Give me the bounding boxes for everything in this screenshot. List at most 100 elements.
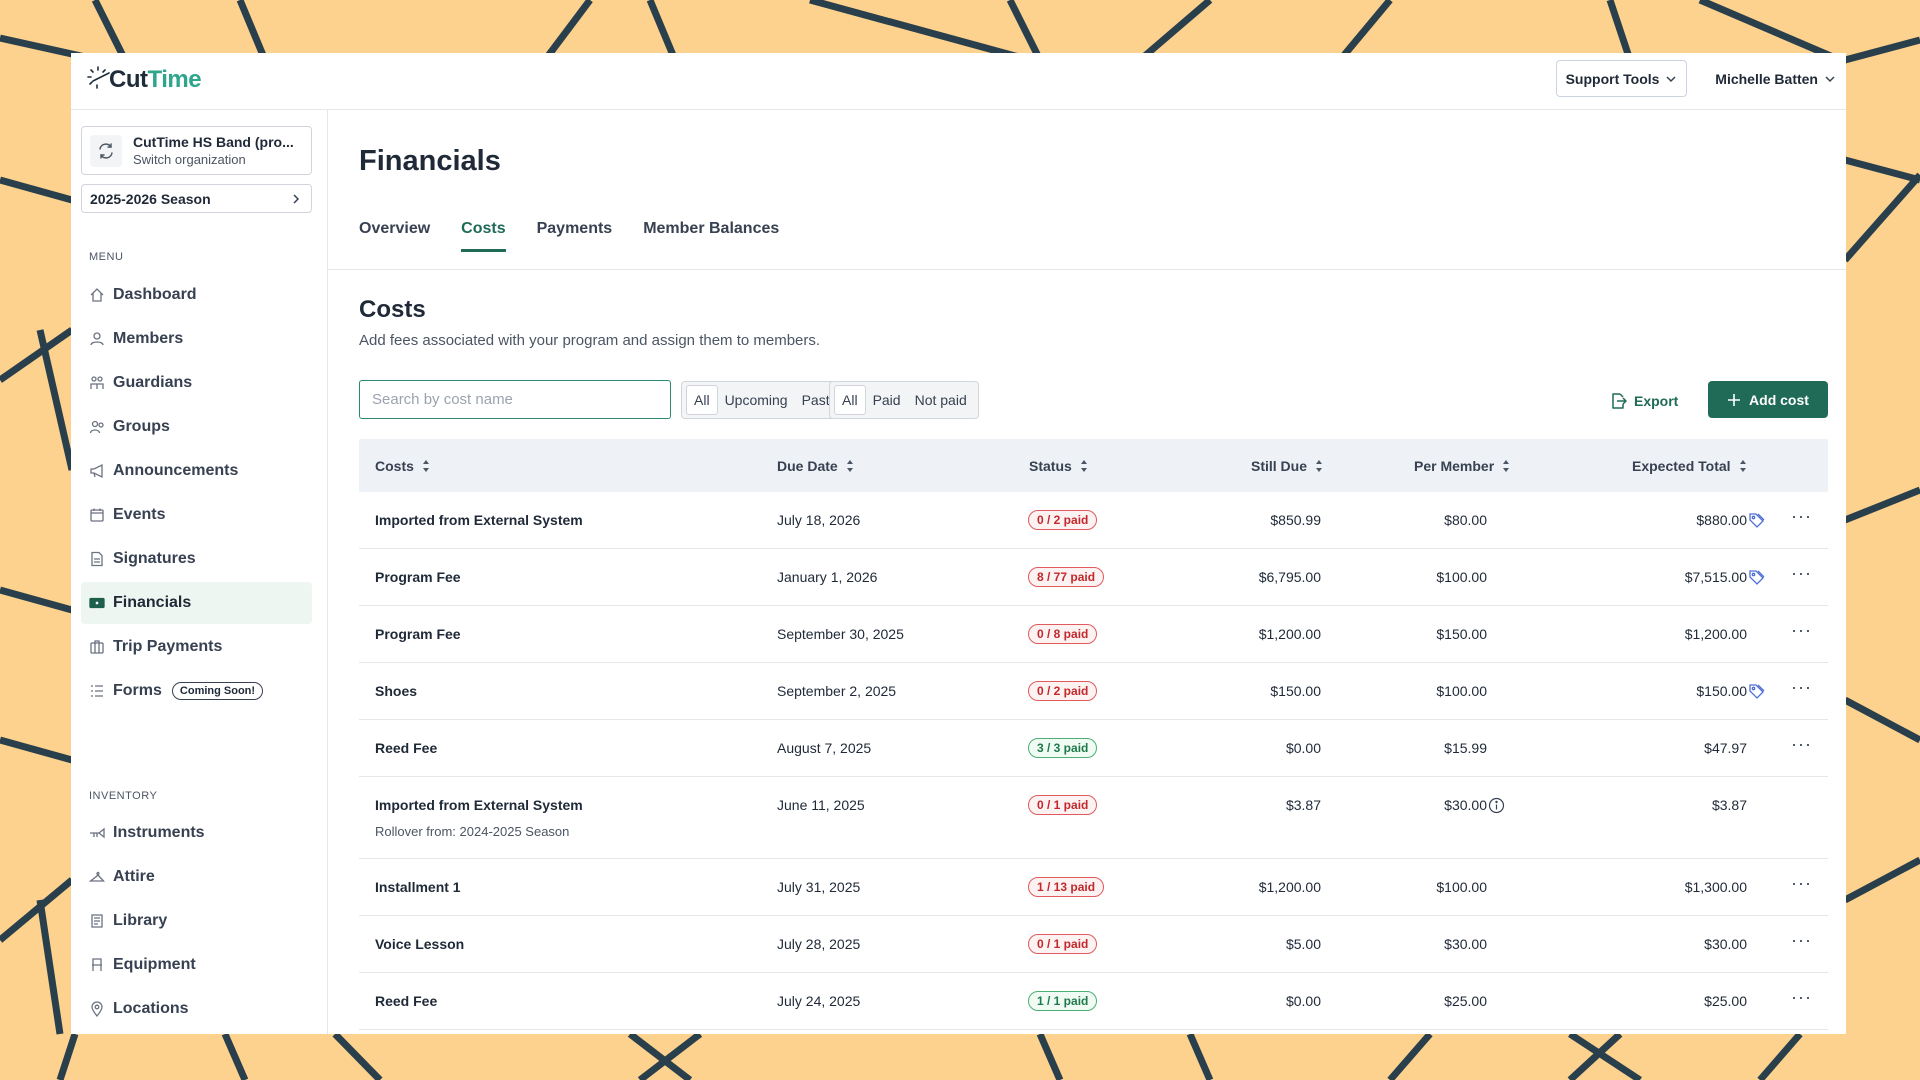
season-selector[interactable]: 2025-2026 Season <box>81 184 312 213</box>
sidebar-item-announcements[interactable]: Announcements <box>81 450 312 492</box>
sidebar-item-label: Guardians <box>113 374 193 391</box>
info-icon[interactable] <box>1488 797 1505 814</box>
logo[interactable]: CutTime <box>83 63 202 97</box>
column-header-expected-total[interactable]: Expected Total <box>1632 458 1747 474</box>
cost-name[interactable]: Program Fee <box>375 626 461 642</box>
cost-name[interactable]: Reed Fee <box>375 993 438 1009</box>
sidebar-item-transfers[interactable]: Transfers <box>81 1032 312 1034</box>
expected-total: $1,300.00 <box>1684 879 1747 895</box>
more-actions-icon[interactable]: ··· <box>1791 506 1812 526</box>
column-header-still-due[interactable]: Still Due <box>1251 458 1323 474</box>
more-actions-icon[interactable]: ··· <box>1791 563 1812 583</box>
cost-name[interactable]: Imported from External System <box>375 512 583 528</box>
tag-icon[interactable] <box>1748 683 1765 700</box>
logo-text-cut: Cut <box>109 66 148 93</box>
pin-icon <box>91 1001 103 1017</box>
cost-name[interactable]: Imported from External System <box>375 797 583 813</box>
sidebar-item-label: Groups <box>113 418 170 435</box>
table-row[interactable]: Shoes September 2, 2025 0 / 2 paid $150.00 $… <box>359 663 1828 720</box>
more-actions-icon[interactable]: ··· <box>1791 620 1812 640</box>
cost-name[interactable]: Shoes <box>375 683 418 699</box>
tag-icon[interactable] <box>1748 512 1765 529</box>
add-cost-label: Add cost <box>1749 391 1809 408</box>
per-member: $100.00 <box>1436 569 1487 585</box>
filter-paid[interactable]: Paid <box>872 392 901 408</box>
sidebar-item-equipment[interactable]: Equipment <box>81 944 312 986</box>
support-tools-button[interactable]: Support Tools <box>1556 60 1687 97</box>
status-badge: 0 / 2 paid <box>1028 510 1098 530</box>
cost-name[interactable]: Reed Fee <box>375 740 438 756</box>
table-row[interactable]: Reed Fee August 7, 2025 3 / 3 paid $0.00 $15… <box>359 720 1828 777</box>
cost-subtext: Rollover from: 2024-2025 Season <box>375 824 570 839</box>
more-actions-icon[interactable]: ··· <box>1791 873 1812 893</box>
hanger-icon <box>89 871 105 882</box>
due-date: September 2, 2025 <box>777 683 897 699</box>
sidebar-item-label: Trip Payments <box>113 638 223 655</box>
table-row[interactable]: Voice Lesson July 28, 2025 0 / 1 paid $5.00… <box>359 916 1828 973</box>
table-row[interactable]: Program Fee September 30, 2025 0 / 8 paid $… <box>359 606 1828 663</box>
sidebar-item-label: Instruments <box>113 824 205 841</box>
add-cost-button[interactable]: Add cost <box>1708 381 1828 418</box>
cost-name[interactable]: Voice Lesson <box>375 936 465 952</box>
sidebar: CutTime HS Band (pro... Switch organizat… <box>71 110 328 1034</box>
filter-past[interactable]: Past <box>801 392 830 408</box>
column-label: Status <box>1029 457 1072 474</box>
status-badge: 0 / 1 paid <box>1028 934 1098 954</box>
sidebar-item-guardians[interactable]: Guardians <box>81 362 312 404</box>
status-badge: 1 / 1 paid <box>1028 991 1098 1011</box>
search-input[interactable] <box>359 380 671 419</box>
sidebar-item-instruments[interactable]: Instruments <box>81 812 312 854</box>
sidebar-item-dashboard[interactable]: Dashboard <box>81 274 312 316</box>
sidebar-item-financials[interactable]: Financials <box>81 582 312 624</box>
sidebar-item-attire[interactable]: Attire <box>81 856 312 898</box>
filter-all-paid[interactable]: All <box>834 385 866 415</box>
table-row[interactable]: Imported from External System July 18, 20… <box>359 492 1828 549</box>
more-actions-icon[interactable]: ··· <box>1791 930 1812 950</box>
user-menu[interactable]: Michelle Batten <box>1715 60 1836 97</box>
due-date: September 30, 2025 <box>777 626 904 642</box>
table-row[interactable]: Program Fee January 1, 2026 8 / 77 paid $6,… <box>359 549 1828 606</box>
tab-overview[interactable]: Overview <box>359 220 431 237</box>
sidebar-item-groups[interactable]: Groups <box>81 406 312 448</box>
cost-name[interactable]: Installment 1 <box>375 879 461 895</box>
filter-upcoming[interactable]: Upcoming <box>724 392 788 408</box>
more-actions-icon[interactable]: ··· <box>1791 734 1812 754</box>
table-row[interactable]: Installment 1 July 31, 2025 1 / 13 paid $1,… <box>359 859 1828 916</box>
expected-total: $1,200.00 <box>1684 626 1747 642</box>
sidebar-item-locations[interactable]: Locations <box>81 988 312 1030</box>
sidebar-item-signatures[interactable]: Signatures <box>81 538 312 580</box>
tab-member-balances[interactable]: Member Balances <box>643 220 780 237</box>
column-header-per-member[interactable]: Per Member <box>1414 458 1510 474</box>
status-badge: 0 / 1 paid <box>1028 795 1098 815</box>
filter-not-paid[interactable]: Not paid <box>914 392 967 408</box>
expected-total: $30.00 <box>1704 936 1747 952</box>
expected-total: $150.00 <box>1696 683 1747 699</box>
column-header-costs[interactable]: Costs <box>375 458 430 474</box>
cost-name[interactable]: Program Fee <box>375 569 461 585</box>
more-actions-icon[interactable]: ··· <box>1791 677 1812 697</box>
per-member: $15.99 <box>1444 740 1487 756</box>
still-due: $1,200.00 <box>1258 626 1321 642</box>
org-switcher[interactable]: CutTime HS Band (pro... Switch organizat… <box>81 126 312 175</box>
tag-icon[interactable] <box>1748 569 1765 586</box>
column-header-status[interactable]: Status <box>1029 458 1088 474</box>
sidebar-item-events[interactable]: Events <box>81 494 312 536</box>
expected-total: $880.00 <box>1696 512 1747 528</box>
filter-all-time[interactable]: All <box>686 385 718 415</box>
table-row[interactable]: Reed Fee July 24, 2025 1 / 1 paid $0.00 $25.… <box>359 973 1828 1030</box>
due-date: July 28, 2025 <box>777 936 861 952</box>
tab-costs[interactable]: Costs <box>461 220 507 252</box>
more-actions-icon[interactable]: ··· <box>1791 987 1812 1007</box>
sidebar-item-members[interactable]: Members <box>81 318 312 360</box>
sidebar-item-trip-payments[interactable]: Trip Payments <box>81 626 312 668</box>
cash-icon <box>89 597 105 609</box>
tab-payments[interactable]: Payments <box>536 220 613 237</box>
export-button[interactable]: Export <box>1608 384 1678 418</box>
sidebar-item-library[interactable]: Library <box>81 900 312 942</box>
still-due: $850.99 <box>1270 512 1321 528</box>
column-label: Expected Total <box>1632 457 1731 474</box>
sidebar-item-forms[interactable]: Forms Coming Soon! <box>81 670 312 712</box>
sidebar-item-label: Members <box>113 330 184 347</box>
column-header-due-date[interactable]: Due Date <box>777 458 854 474</box>
table-row[interactable]: Imported from External System Rollover fr… <box>359 777 1828 859</box>
